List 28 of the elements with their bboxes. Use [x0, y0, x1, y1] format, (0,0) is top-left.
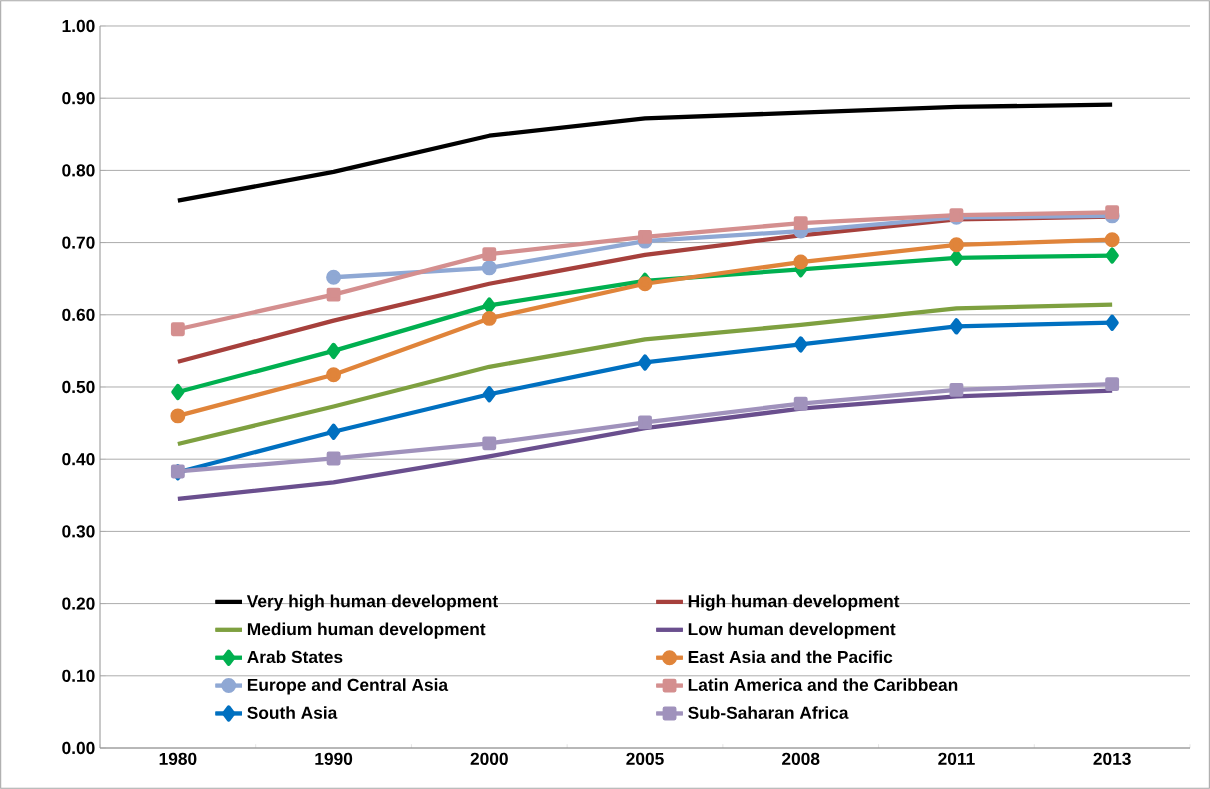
x-tick-label: 2008 — [782, 752, 820, 765]
legend-label: Sub-Saharan Africa — [688, 706, 849, 719]
y-tick-label: 0.30 — [62, 525, 95, 538]
x-tick-label: 1980 — [159, 752, 197, 765]
y-tick-label: 0.60 — [62, 308, 95, 321]
y-tick-label: 0.80 — [62, 164, 95, 177]
legend-label: High human development — [688, 594, 900, 611]
legend-label: Latin America and the Caribbean — [688, 678, 958, 692]
legend-label: Very high human development — [246, 594, 498, 611]
legend-label: Europe and Central Asia — [247, 678, 449, 695]
x-tick-label: 2011 — [938, 752, 975, 765]
x-tick-label: 2000 — [470, 752, 508, 765]
y-tick-label: 0.70 — [62, 236, 95, 249]
legend-label: Low human development — [688, 622, 896, 639]
y-tick-label: 0.10 — [62, 669, 95, 682]
x-tick-label: 2005 — [626, 752, 664, 765]
legend-label: Arab States — [247, 650, 343, 664]
y-tick-label: 0.20 — [62, 597, 95, 610]
legend-label: East Asia and the Pacific — [688, 650, 893, 664]
y-tick-label: 0.40 — [62, 453, 95, 466]
y-tick-label: 1.00 — [62, 19, 95, 33]
x-tick-label: 2013 — [1093, 752, 1131, 765]
legend-label: South Asia — [247, 706, 338, 719]
y-tick-label: 0.00 — [62, 741, 95, 755]
y-tick-label: 0.50 — [62, 380, 95, 394]
legend-label: Medium human development — [247, 622, 486, 639]
y-tick-label: 0.90 — [62, 92, 95, 105]
x-tick-label: 1990 — [315, 752, 353, 765]
